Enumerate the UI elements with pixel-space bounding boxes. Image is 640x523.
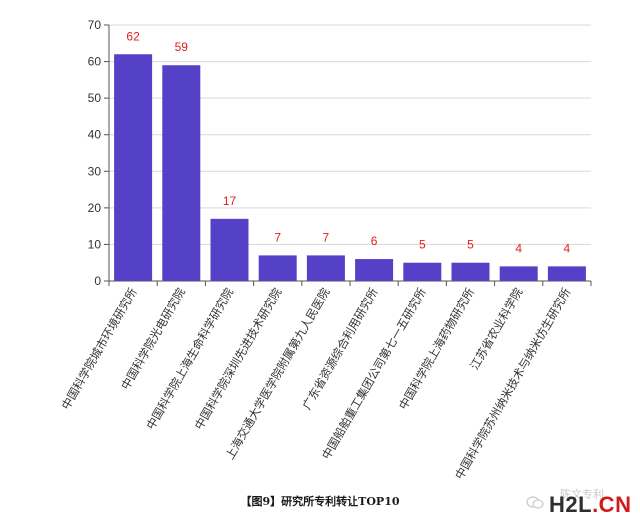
x-tick-label: 中国科学院上海生命科学研究院 [143, 285, 236, 432]
data-label: 17 [223, 194, 237, 208]
bar [114, 54, 153, 281]
bar [306, 255, 345, 281]
x-tick-labels: 中国科学院城市环境研究所中国科学院光电研究院中国科学院上海生命科学研究院中国科学… [59, 285, 574, 482]
x-tick-label: 中国科学院城市环境研究所 [59, 285, 140, 412]
y-tick-label: 70 [88, 18, 102, 32]
x-tick-label: 上海交通大学医学院附属第九人民医院 [223, 285, 333, 462]
y-tick-label: 10 [88, 237, 102, 251]
logo-main: H2L [549, 492, 593, 517]
logo-suffix: .CN [592, 492, 632, 517]
data-label: 5 [467, 238, 474, 252]
bar [451, 262, 490, 281]
x-tick-label: 中国科学院深圳先进技术研究院 [192, 285, 285, 432]
x-tick-label: 中国科学院苏州纳米技术与纳米仿生研究所 [452, 285, 574, 482]
h2l-logo: H2L.CN [549, 492, 631, 518]
y-tick-label: 20 [88, 201, 102, 215]
data-label: 59 [175, 40, 189, 54]
wechat-icon [526, 496, 544, 509]
x-tick-label: 江苏省农业科学院 [467, 285, 525, 372]
bar [403, 262, 442, 281]
data-label: 7 [274, 230, 281, 244]
bar [162, 65, 201, 281]
bar [210, 218, 249, 281]
y-tick-labels: 0 10 20 30 40 50 60 70 [88, 18, 102, 288]
y-tick-label: 40 [88, 128, 102, 142]
bar [258, 255, 297, 281]
data-label: 7 [323, 230, 330, 244]
data-label: 6 [371, 234, 378, 248]
bar [355, 259, 394, 281]
y-tick-label: 0 [94, 274, 101, 288]
bar [547, 266, 586, 281]
y-tick-label: 50 [88, 91, 102, 105]
data-label: 4 [515, 241, 522, 255]
bar [499, 266, 538, 281]
data-label: 62 [126, 29, 140, 43]
y-tick-label: 60 [88, 55, 102, 69]
y-tick-label: 30 [88, 164, 102, 178]
bars [114, 54, 586, 281]
x-tick-label: 中国船舶重工集团公司第七一五研究所 [319, 285, 429, 462]
chart-caption: 【图9】研究所专利转让TOP10 [240, 495, 400, 508]
data-labels: 62 59 17 7 7 6 5 5 4 4 [126, 29, 570, 255]
data-label: 4 [564, 241, 571, 255]
data-label: 5 [419, 238, 426, 252]
watermark-text: 陈文专利 [560, 488, 604, 501]
